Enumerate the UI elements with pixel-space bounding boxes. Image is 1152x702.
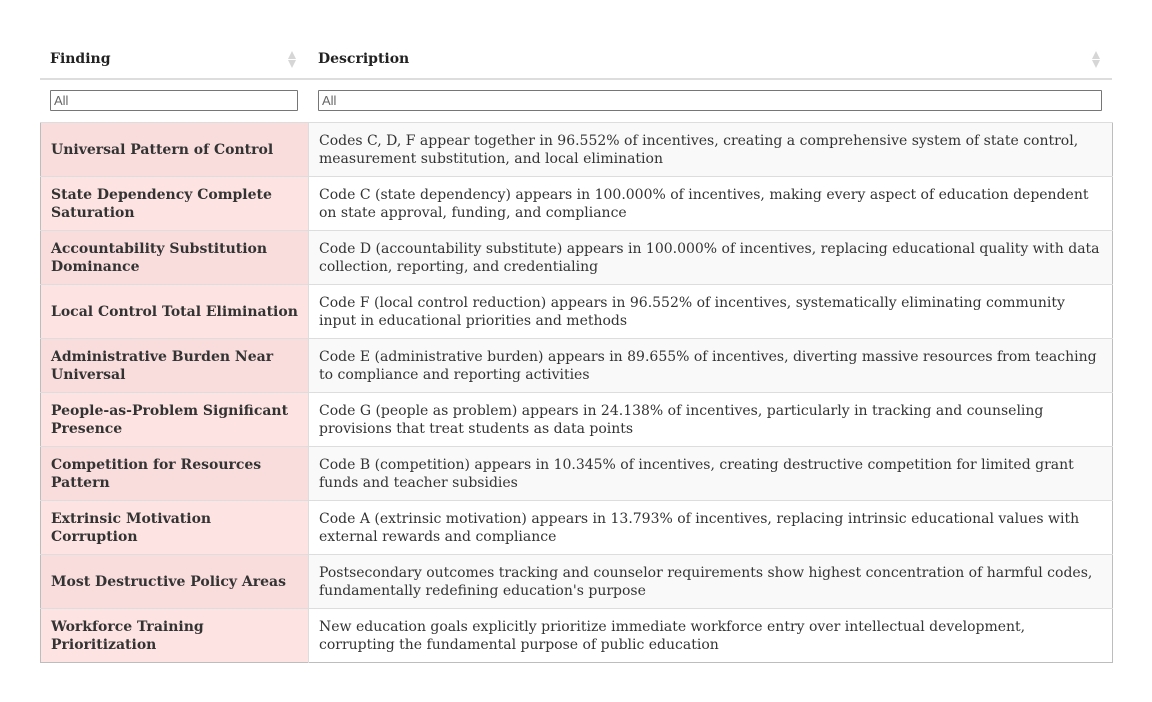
description-cell: Code G (people as problem) appears in 24…	[308, 392, 1113, 447]
description-cell: Code C (state dependency) appears in 100…	[308, 176, 1113, 231]
table-row: Competition for Resources Pattern Code B …	[40, 446, 1113, 501]
description-cell: Code E (administrative burden) appears i…	[308, 338, 1113, 393]
table-row: Administrative Burden Near Universal Code…	[40, 338, 1113, 393]
table-row: Extrinsic Motivation Corruption Code A (e…	[40, 500, 1113, 555]
findings-table-widget: Finding Description Universal Pattern of…	[40, 42, 1113, 663]
finding-cell: State Dependency Complete Saturation	[40, 176, 309, 231]
column-header-description[interactable]: Description	[308, 42, 1112, 78]
finding-cell: Accountability Substitution Dominance	[40, 230, 309, 285]
description-cell: Code F (local control reduction) appears…	[308, 284, 1113, 339]
finding-cell: Administrative Burden Near Universal	[40, 338, 309, 393]
sort-icon[interactable]	[288, 51, 296, 69]
description-cell: Code B (competition) appears in 10.345% …	[308, 446, 1113, 501]
finding-cell: Extrinsic Motivation Corruption	[40, 500, 309, 555]
description-filter-input[interactable]	[318, 90, 1102, 111]
table-row: People-as-Problem Significant Presence Co…	[40, 392, 1113, 447]
table-row: State Dependency Complete Saturation Code…	[40, 176, 1113, 231]
table-header: Finding Description	[40, 42, 1112, 80]
description-cell: Codes C, D, F appear together in 96.552%…	[308, 122, 1113, 177]
finding-filter-input[interactable]	[50, 90, 298, 111]
filter-cell-finding	[40, 80, 308, 122]
column-header-label: Description	[318, 51, 410, 67]
filter-cell-description	[308, 80, 1112, 122]
sort-icon[interactable]	[1092, 51, 1100, 69]
table-row: Workforce Training Prioritization New edu…	[40, 608, 1113, 663]
table-row: Local Control Total Elimination Code F (l…	[40, 284, 1113, 339]
findings-table: Universal Pattern of Control Codes C, D, …	[40, 122, 1113, 663]
table-row: Most Destructive Policy Areas Postseconda…	[40, 554, 1113, 609]
description-cell: Postsecondary outcomes tracking and coun…	[308, 554, 1113, 609]
finding-cell: Universal Pattern of Control	[40, 122, 309, 177]
table-row: Universal Pattern of Control Codes C, D, …	[40, 122, 1113, 177]
filter-row	[40, 80, 1112, 122]
finding-cell: Most Destructive Policy Areas	[40, 554, 309, 609]
table-body: Universal Pattern of Control Codes C, D, …	[40, 122, 1113, 663]
finding-cell: Competition for Resources Pattern	[40, 446, 309, 501]
description-cell: Code A (extrinsic motivation) appears in…	[308, 500, 1113, 555]
column-header-label: Finding	[50, 51, 111, 67]
finding-cell: People-as-Problem Significant Presence	[40, 392, 309, 447]
description-cell: Code D (accountability substitute) appea…	[308, 230, 1113, 285]
description-cell: New education goals explicitly prioritiz…	[308, 608, 1113, 663]
column-header-finding[interactable]: Finding	[40, 42, 308, 78]
table-row: Accountability Substitution Dominance Cod…	[40, 230, 1113, 285]
finding-cell: Workforce Training Prioritization	[40, 608, 309, 663]
finding-cell: Local Control Total Elimination	[40, 284, 309, 339]
